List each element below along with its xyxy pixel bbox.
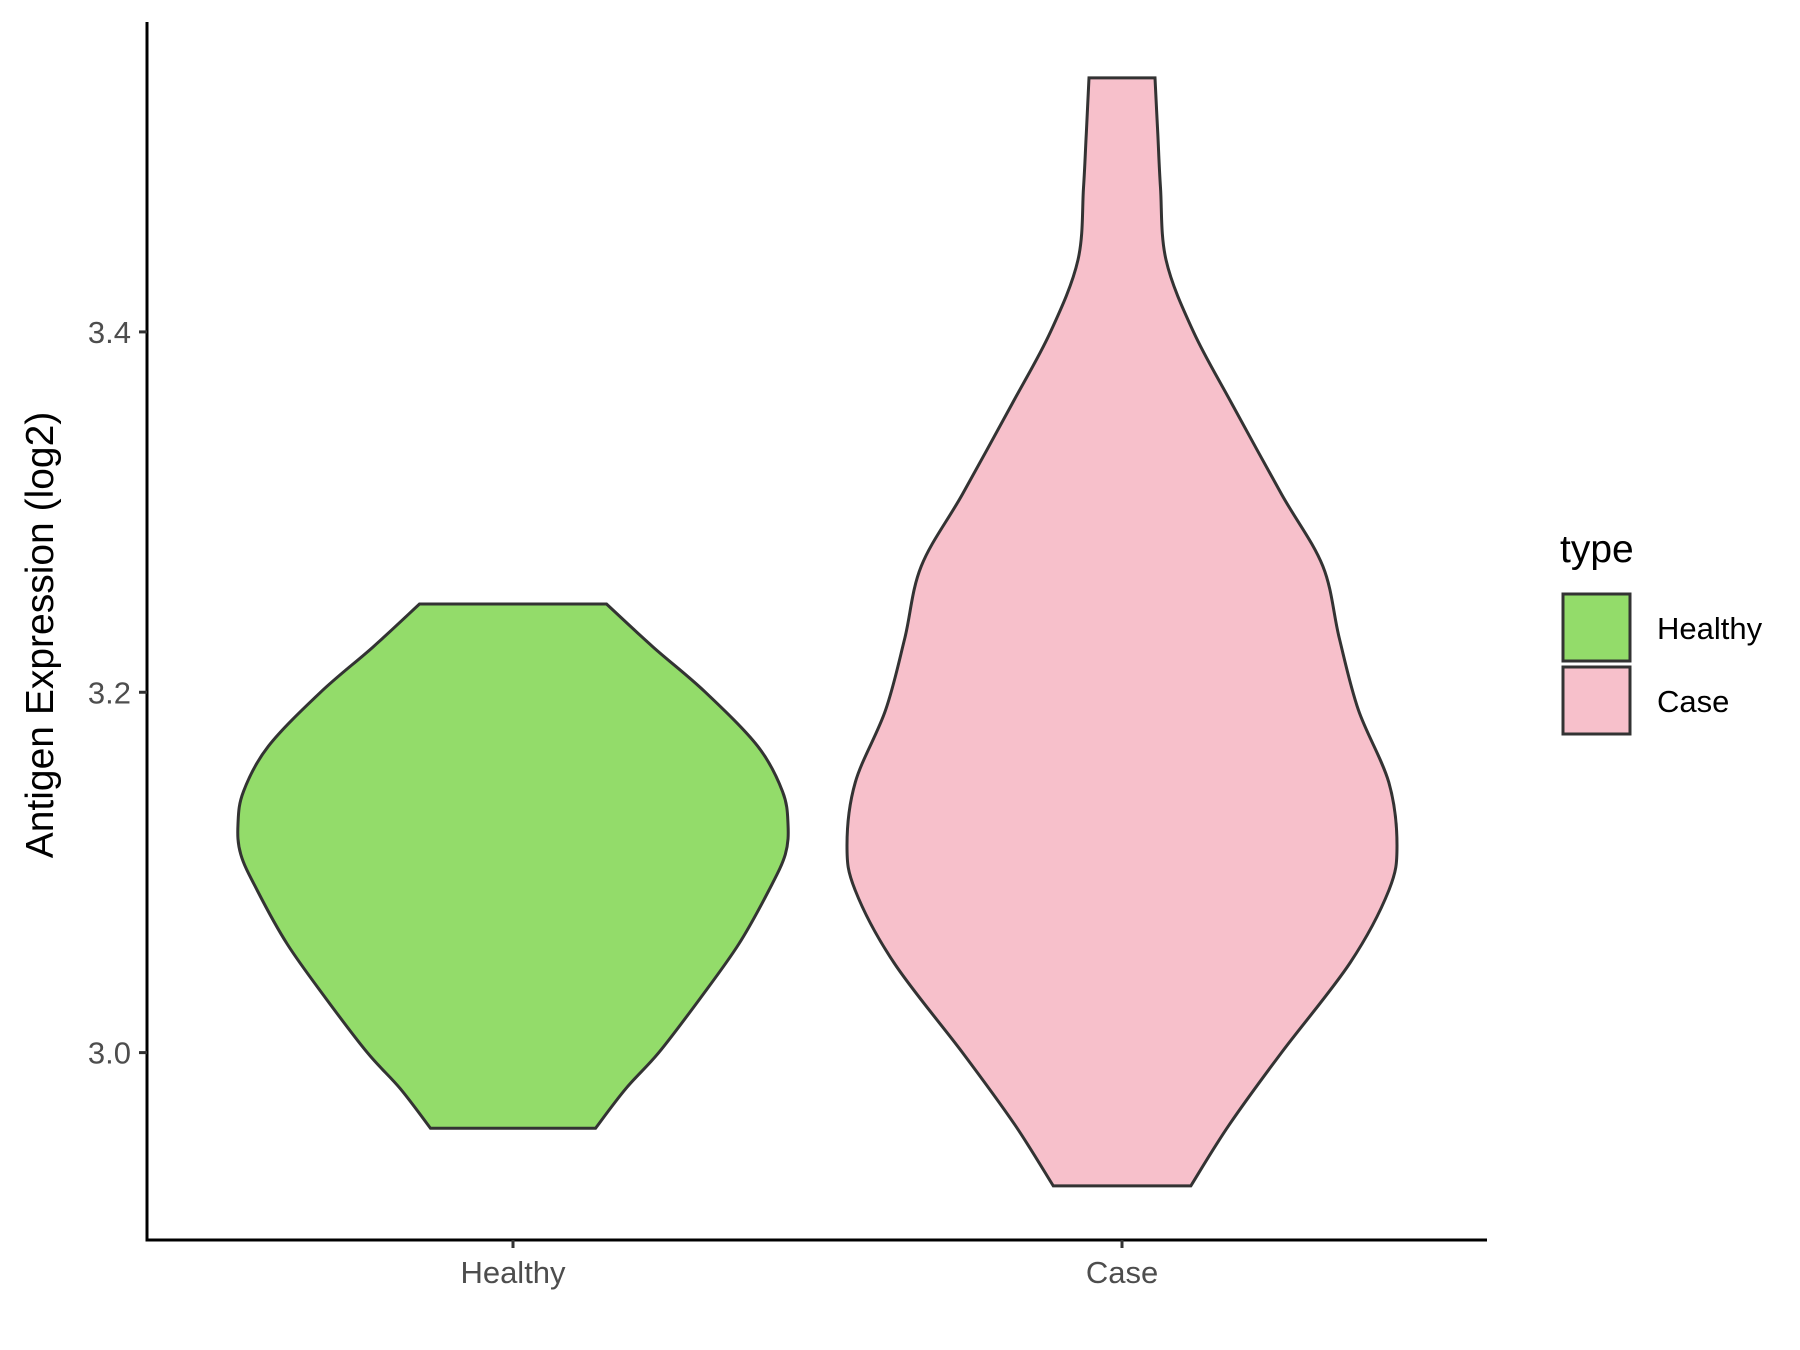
violin-case <box>845 76 1399 1188</box>
y-axis-title: Antigen Expression (log2) <box>19 412 62 859</box>
y-tick-label: 3.2 <box>88 675 131 710</box>
legend-label: Healthy <box>1657 611 1763 646</box>
legend-key-healthy <box>1561 592 1632 663</box>
legend-label: Case <box>1657 684 1729 719</box>
x-tick-label: Case <box>1086 1255 1158 1290</box>
legend: Healthy Case <box>1561 592 1763 736</box>
y-axis-ticks: 3.0 3.2 3.4 <box>88 315 147 1071</box>
legend-key-case <box>1561 665 1632 736</box>
x-tick-label: Healthy <box>460 1255 566 1290</box>
violin-healthy <box>236 602 790 1130</box>
violin-layer <box>236 76 1399 1188</box>
y-tick-label: 3.0 <box>88 1036 131 1071</box>
x-axis-ticks: Healthy Case <box>460 1240 1158 1290</box>
legend-title: type <box>1560 528 1634 571</box>
y-tick-label: 3.4 <box>88 315 131 350</box>
